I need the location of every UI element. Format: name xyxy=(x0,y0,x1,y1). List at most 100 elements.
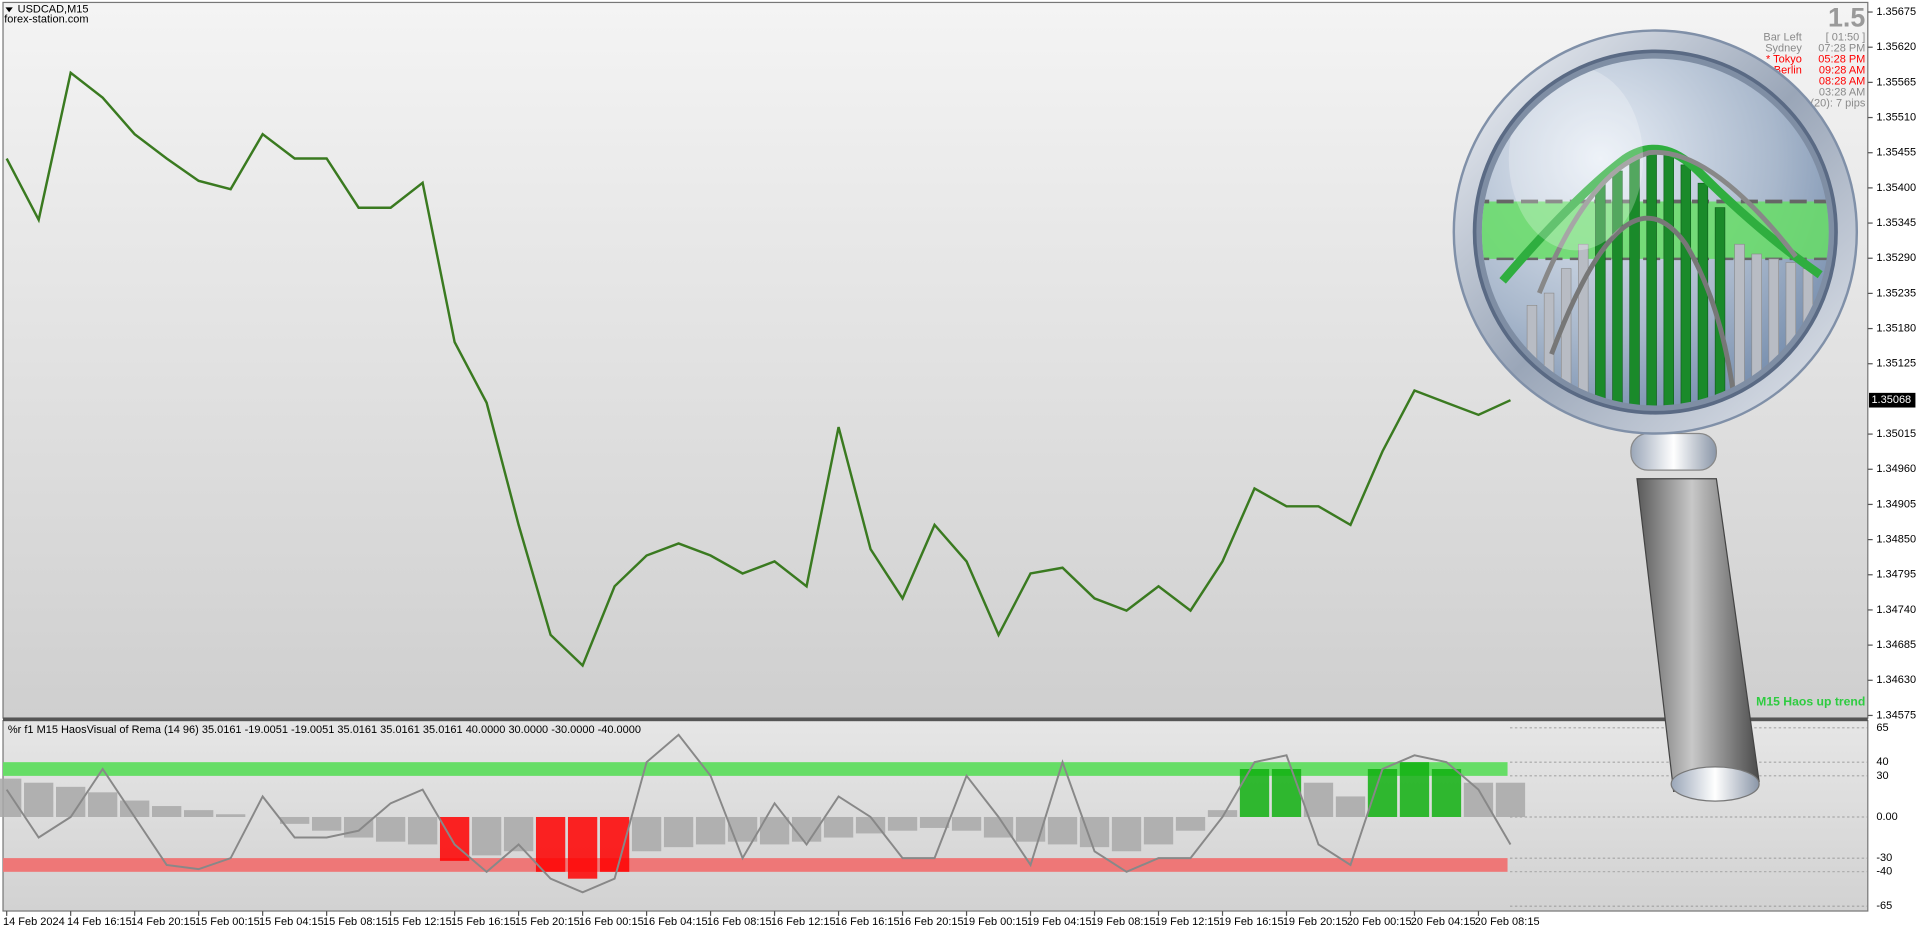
x-tick-label: 16 Feb 16:15 xyxy=(835,916,900,928)
histogram-bar xyxy=(631,816,662,852)
y-tick-label: 1.34740 xyxy=(1876,604,1916,616)
y-tick-label: 1.34795 xyxy=(1876,569,1916,581)
histogram-bar xyxy=(1111,816,1142,852)
histogram-bar xyxy=(951,816,982,831)
info-label: * Tokyo xyxy=(1766,54,1802,66)
x-tick-label: 14 Feb 2024 xyxy=(3,916,65,928)
info-value: (20): 7 pips xyxy=(1810,98,1865,110)
x-tick-label: 16 Feb 00:15 xyxy=(579,916,644,928)
y-tick-label: 1.35620 xyxy=(1876,41,1916,53)
info-value: 03:28 AM xyxy=(1819,87,1865,99)
x-tick-label: 19 Feb 20:15 xyxy=(1283,916,1348,928)
histogram-bar xyxy=(375,816,406,842)
y-tick-label: 1.35015 xyxy=(1876,428,1916,440)
y-tick-label: 1.35675 xyxy=(1876,6,1916,18)
histogram-bar xyxy=(855,816,886,834)
y-tick-label: 40 xyxy=(1876,756,1888,768)
x-tick-label: 20 Feb 00:15 xyxy=(1347,916,1412,928)
y-tick-label: 1.35235 xyxy=(1876,287,1916,299)
x-tick-label: 14 Feb 20:15 xyxy=(131,916,196,928)
trend-label: M15 Haos up trend xyxy=(1756,694,1865,708)
indicator-header: %r f1 M15 HaosVisual of Rema (14 96) 35.… xyxy=(8,724,641,736)
y-tick-label: 1.35455 xyxy=(1876,147,1916,159)
histogram-bar xyxy=(407,816,438,845)
info-value: 08:28 AM xyxy=(1819,76,1865,88)
x-tick-label: 14 Feb 16:15 xyxy=(67,916,132,928)
x-tick-label: 15 Feb 16:15 xyxy=(451,916,516,928)
y-tick-label: 1.35345 xyxy=(1876,217,1916,229)
magnifier xyxy=(1452,29,1859,802)
histogram-bar xyxy=(279,816,310,824)
histogram-bar xyxy=(1271,769,1302,817)
y-tick-label: 30 xyxy=(1876,770,1888,782)
y-tick-label: 1.34685 xyxy=(1876,639,1916,651)
info-value: [ 01:50 ] xyxy=(1826,32,1866,44)
x-tick-label: 15 Feb 12:15 xyxy=(387,916,452,928)
histogram-bar xyxy=(1239,769,1270,817)
histogram-bar xyxy=(727,816,758,842)
y-tick-label: 1.35180 xyxy=(1876,322,1916,334)
x-tick-label: 20 Feb 08:15 xyxy=(1475,916,1540,928)
x-tick-label: 19 Feb 12:15 xyxy=(1155,916,1220,928)
symbol-arrow xyxy=(5,7,13,13)
histogram-bar xyxy=(1047,816,1078,845)
y-tick-label: -40 xyxy=(1876,866,1892,878)
histogram-bar xyxy=(311,816,342,831)
y-tick-label: 1.35290 xyxy=(1876,252,1916,264)
data-layer: Bar Left [ 01:50 ] Sydney 07:28 PM * Tokyo 05… xyxy=(0,6,1916,928)
info-value: 09:28 AM xyxy=(1819,65,1865,77)
oscillator-line xyxy=(5,733,1512,894)
upper-band xyxy=(3,762,1508,776)
histogram-bar xyxy=(215,814,246,817)
y-tick-label: 1.35510 xyxy=(1876,111,1916,123)
histogram-bar xyxy=(1335,796,1366,817)
histogram-bar xyxy=(343,816,374,838)
histogram-bar xyxy=(24,782,54,817)
histogram-bar xyxy=(1303,782,1334,817)
x-tick-label: 15 Feb 20:15 xyxy=(515,916,580,928)
indicator-panel xyxy=(2,719,1869,912)
info-value: 07:28 PM xyxy=(1818,43,1865,55)
y-tick-label: 1.34575 xyxy=(1876,709,1916,721)
histogram-bar xyxy=(1431,769,1462,817)
x-tick-label: 20 Feb 04:15 xyxy=(1411,916,1476,928)
symbol-title: USDCAD,M15 xyxy=(18,4,89,16)
y-tick-label: 1.34850 xyxy=(1876,534,1916,546)
source-label: forex-station.com xyxy=(4,13,88,25)
histogram-bar xyxy=(567,816,598,879)
info-label: Bar Left xyxy=(1763,32,1801,44)
y-tick-label: -65 xyxy=(1876,900,1892,912)
histogram-bar xyxy=(1463,782,1494,817)
x-tick-label: 16 Feb 08:15 xyxy=(707,916,772,928)
histogram-bar xyxy=(1207,810,1238,817)
histogram-bar xyxy=(823,816,854,838)
histogram-bar xyxy=(663,816,694,848)
histogram-bar xyxy=(88,792,118,817)
x-tick-label: 19 Feb 16:15 xyxy=(1219,916,1284,928)
histogram-bar xyxy=(471,816,502,856)
x-tick-label: 19 Feb 00:15 xyxy=(963,916,1028,928)
histogram-bar xyxy=(503,816,534,852)
info-label: Sydney xyxy=(1765,43,1802,55)
histogram-bar xyxy=(983,816,1014,838)
y-tick-label: 1.35400 xyxy=(1876,182,1916,194)
y-tick-label: 1.34630 xyxy=(1876,674,1916,686)
spread-value: 1.5 xyxy=(1828,3,1865,33)
histogram-bar xyxy=(1143,816,1174,845)
histogram-bar xyxy=(887,816,918,831)
info-value: 05:28 PM xyxy=(1818,54,1865,66)
x-tick-label: 15 Feb 00:15 xyxy=(195,916,260,928)
histogram-bar xyxy=(184,810,214,817)
y-tick-label: 0.00 xyxy=(1876,811,1897,823)
histogram-bar xyxy=(152,806,182,817)
y-tick-label: 1.35125 xyxy=(1876,358,1916,370)
y-tick-label: 1.35565 xyxy=(1876,76,1916,88)
histogram-bar xyxy=(1367,769,1398,817)
x-tick-label: 16 Feb 04:15 xyxy=(643,916,708,928)
y-tick-label: -30 xyxy=(1876,852,1892,864)
y-tick-label: 1.34960 xyxy=(1876,463,1916,475)
y-tick-label: 65 xyxy=(1876,722,1888,734)
last-price-label: 1.35068 xyxy=(1871,394,1911,406)
